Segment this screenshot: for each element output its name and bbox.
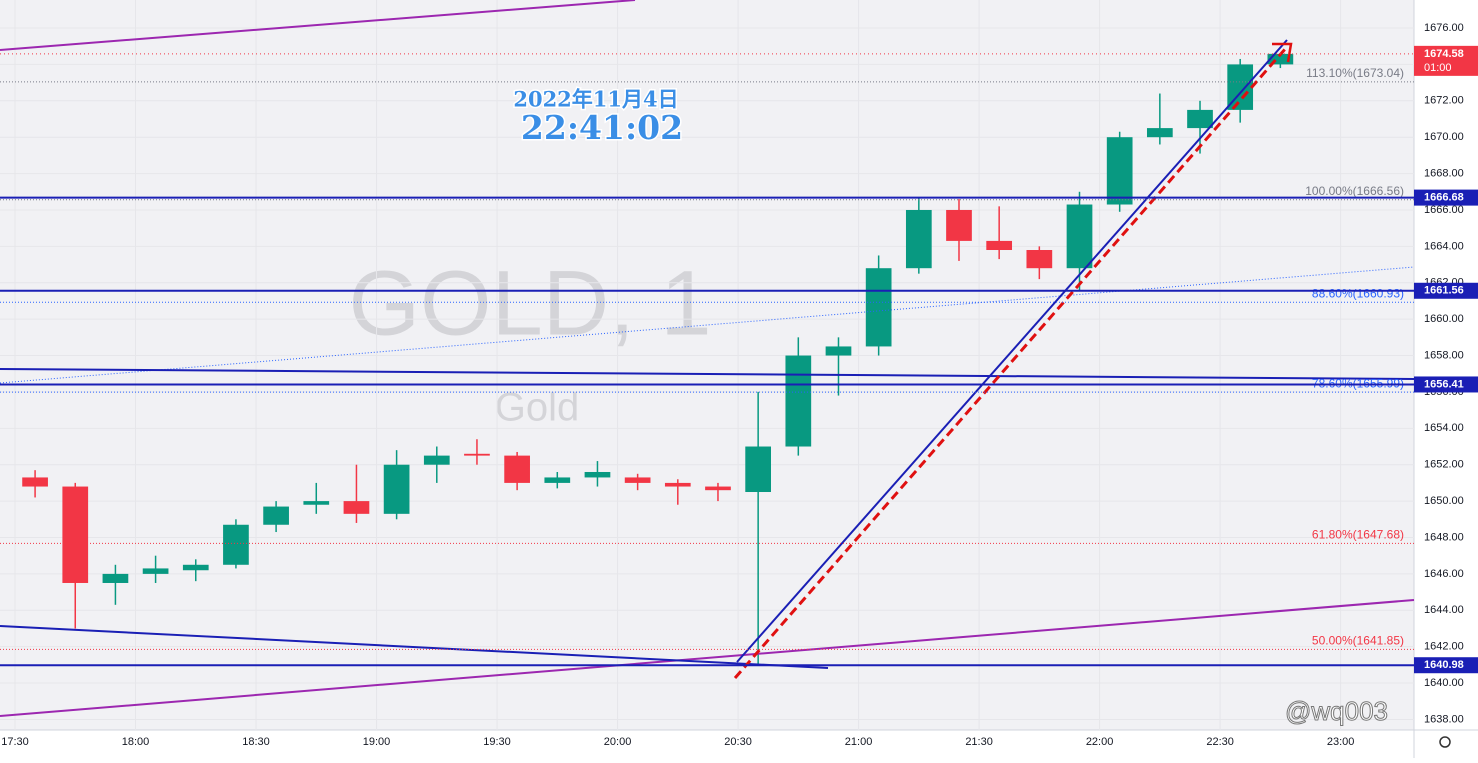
fib-label: 78.60%(1655.99) — [1312, 376, 1404, 390]
trend-line — [0, 625, 829, 669]
y-tick-label: 1644.00 — [1424, 604, 1464, 616]
trend-line — [736, 39, 1288, 663]
x-tick-label: 21:00 — [845, 736, 873, 748]
candle-body — [1146, 128, 1173, 138]
candle-body — [705, 486, 731, 491]
price-tag-label: 1661.56 — [1424, 285, 1464, 297]
y-tick-label: 1658.00 — [1424, 349, 1464, 361]
date-annotation: 2022年11月4日 — [513, 87, 678, 112]
candle-body — [383, 464, 410, 514]
grid — [0, 0, 1414, 730]
watermark-symbol: GOLD, 1 — [348, 252, 711, 354]
y-tick-label: 1652.00 — [1424, 459, 1464, 471]
candle-body — [22, 477, 48, 487]
candle-body — [745, 446, 771, 493]
x-tick-label: 23:00 — [1327, 736, 1355, 748]
candle-body — [423, 455, 450, 465]
fib-label: 113.10%(1673.04) — [1306, 66, 1404, 80]
candle-body — [544, 477, 571, 483]
candle-body — [464, 453, 490, 456]
x-tick-label: 18:00 — [122, 736, 150, 748]
watermark-user: @wq003 — [1285, 696, 1388, 726]
candle-body — [946, 209, 972, 241]
fib-label: 88.60%(1660.93) — [1312, 286, 1404, 300]
y-tick-label: 1648.00 — [1424, 531, 1464, 543]
candle-body — [223, 524, 249, 565]
candle-body — [263, 506, 289, 525]
y-tick-label: 1672.00 — [1424, 95, 1464, 107]
candle-body — [504, 455, 530, 483]
levels: 113.10%(1673.04) 100.00%(1666.56) 88.60%(1… — [0, 53, 1414, 667]
candle-body — [785, 355, 812, 447]
last-price-tag — [1414, 45, 1478, 76]
y-tick-label: 1654.00 — [1424, 422, 1464, 434]
candle-body — [905, 209, 932, 269]
candle-body — [1026, 250, 1053, 269]
x-tick-label: 17:30 — [1, 736, 29, 748]
x-tick-label: 21:30 — [965, 736, 993, 748]
price-tag — [1414, 376, 1478, 393]
time-axis — [0, 730, 1478, 758]
candle-body — [584, 471, 611, 478]
candle-body — [865, 268, 892, 347]
x-tick-label: 19:00 — [363, 736, 391, 748]
fib-label: 50.00%(1641.85) — [1312, 634, 1404, 648]
price-tag — [1414, 657, 1478, 674]
y-tick-label: 1650.00 — [1424, 495, 1464, 507]
candle-body — [624, 477, 651, 483]
candle-body — [986, 240, 1013, 251]
price-tag-label: 1656.41 — [1424, 378, 1464, 390]
last-price-label: 1674.58 — [1424, 48, 1464, 60]
y-tick-label: 1642.00 — [1424, 641, 1464, 653]
candle-body — [825, 346, 852, 356]
drawings — [0, 0, 1415, 717]
candle-body — [102, 573, 129, 583]
plot-background — [0, 0, 1414, 730]
candle-body — [303, 501, 330, 505]
trend-line — [0, 266, 1415, 384]
candle-body — [142, 568, 169, 574]
candle-body — [1267, 53, 1294, 65]
time-annotation: 22:41:02 — [521, 108, 683, 147]
y-tick-label: 1646.00 — [1424, 568, 1464, 580]
countdown-label: 01:00 — [1424, 62, 1452, 74]
fib-label: 61.80%(1647.68) — [1312, 527, 1404, 541]
x-tick-label: 19:30 — [483, 736, 511, 748]
x-tick-label: 22:30 — [1206, 736, 1234, 748]
fib-label: 100.00%(1666.56) — [1305, 184, 1404, 198]
price-tag — [1414, 189, 1478, 206]
price-tag — [1414, 282, 1478, 299]
candle-body — [1187, 109, 1213, 129]
y-tick-label: 1676.00 — [1424, 22, 1464, 34]
y-tick-label: 1666.00 — [1424, 204, 1464, 216]
y-tick-label: 1640.00 — [1424, 677, 1464, 689]
y-tick-label: 1664.00 — [1424, 240, 1464, 252]
x-tick-label: 22:00 — [1086, 736, 1114, 748]
watermark-name: Gold — [495, 386, 580, 430]
price-tag-label: 1666.68 — [1424, 192, 1464, 204]
channel-line — [0, 599, 1415, 717]
price-tag-label: 1640.98 — [1424, 659, 1464, 671]
candle-body — [62, 486, 89, 583]
candle-body — [664, 482, 691, 487]
arrow-head — [1272, 42, 1293, 63]
y-tick-label: 1660.00 — [1424, 313, 1464, 325]
candle-body — [343, 501, 370, 514]
settings-icon[interactable] — [1439, 736, 1451, 748]
y-tick-label: 1668.00 — [1424, 167, 1464, 179]
trend-line — [0, 368, 1415, 380]
y-tick-label: 1638.00 — [1424, 713, 1464, 725]
x-tick-label: 20:30 — [724, 736, 752, 748]
candle-body — [1106, 137, 1133, 205]
x-tick-label: 18:30 — [242, 736, 270, 748]
y-tick-label: 1670.00 — [1424, 131, 1464, 143]
channel-line — [0, 0, 636, 51]
candle-body — [182, 564, 209, 571]
candle-body — [1066, 204, 1093, 269]
x-tick-label: 20:00 — [604, 736, 632, 748]
